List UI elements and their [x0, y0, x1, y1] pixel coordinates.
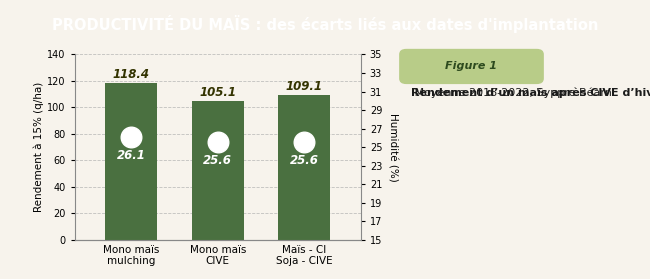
Text: 105.1: 105.1: [200, 86, 236, 99]
Bar: [105, 83, 157, 240]
Text: Rendement d’un maïs après CIVE d’hiver dans deux successions culturales du Béarn: Rendement d’un maïs après CIVE d’hiver d…: [411, 88, 650, 98]
Text: 25.6: 25.6: [290, 153, 319, 167]
Point: [213, 140, 223, 144]
Text: Moyenne 2016-2022, Syppre Béarn.: Moyenne 2016-2022, Syppre Béarn.: [411, 88, 616, 98]
Bar: [192, 101, 244, 240]
Text: 118.4: 118.4: [112, 68, 150, 81]
Text: 26.1: 26.1: [116, 149, 146, 162]
Text: 25.6: 25.6: [203, 153, 232, 167]
Point: [299, 140, 309, 144]
Bar: [278, 95, 330, 240]
Text: 109.1: 109.1: [286, 80, 323, 93]
Point: [126, 135, 136, 139]
Text: Figure 1: Figure 1: [445, 61, 497, 71]
FancyBboxPatch shape: [399, 49, 544, 84]
Y-axis label: Rendement à 15% (q/ha): Rendement à 15% (q/ha): [34, 82, 44, 212]
Y-axis label: Humidité (%): Humidité (%): [388, 113, 398, 182]
Text: PRODUCTIVITÉ DU MAÏS : des écarts liés aux dates d'implantation: PRODUCTIVITÉ DU MAÏS : des écarts liés a…: [52, 15, 598, 33]
